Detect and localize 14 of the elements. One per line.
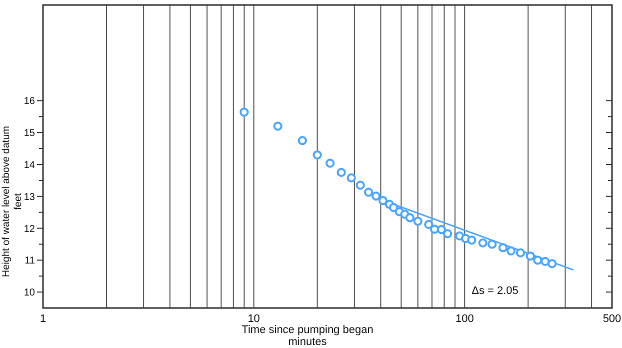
y-tick-label: 15 [24,128,36,140]
x-tick-label: 1 [40,313,46,325]
x-tick-label: 100 [455,313,474,325]
x-axis-title: Time since pumping began minutes [242,324,374,348]
annotation: Δs = 2.05 [472,285,518,297]
x-tick-label: 10 [248,313,260,325]
y-tick-label: 13 [24,192,36,203]
x-tick-label: 500 [602,313,622,325]
y-tick-label: 11 [24,256,36,267]
y-axis-title: Height of water level above datum feet [1,126,24,278]
y-tick-label: 14 [24,160,36,171]
y-tick-label: 16 [24,96,36,108]
y-tick-label: 10 [24,288,36,299]
y-tick-label: 12 [24,224,36,235]
